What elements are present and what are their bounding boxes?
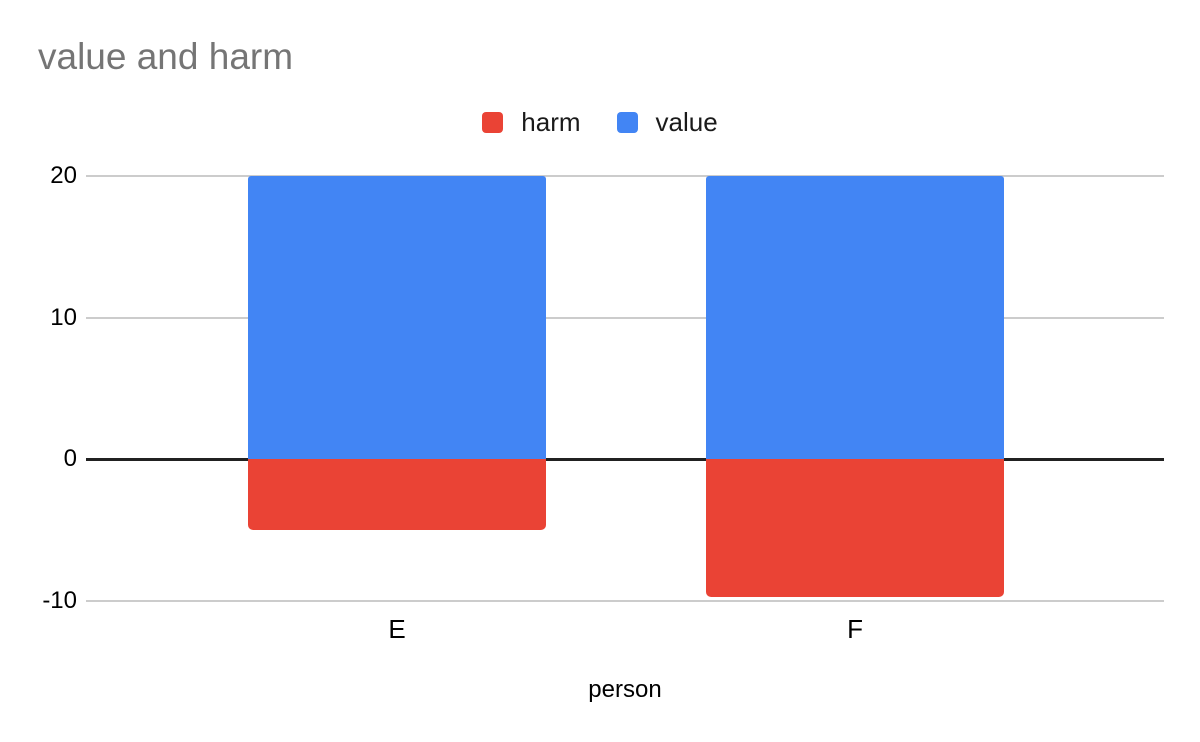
y-tick-label: 0: [63, 445, 77, 473]
x-tick-label: F: [847, 614, 863, 644]
y-tick-label: -10: [42, 587, 77, 614]
x-tick-label: E: [388, 614, 406, 644]
legend-item-value: value: [616, 107, 718, 138]
legend-label: value: [655, 107, 718, 137]
legend-swatch-value-icon: [616, 112, 638, 133]
chart-legend: harm value: [0, 107, 1200, 138]
x-axis-title: person: [588, 676, 662, 703]
chart-title: value and harm: [38, 36, 294, 77]
bar-value-E: [248, 176, 546, 460]
legend-item-harm: harm: [482, 107, 581, 138]
y-tick-label: 10: [50, 303, 77, 331]
legend-swatch-harm-icon: [482, 112, 504, 133]
zero-axis-line: [86, 457, 1164, 461]
bar-value-F: [706, 176, 1005, 460]
legend-label: harm: [521, 107, 581, 137]
y-tick-label: 20: [50, 162, 77, 189]
bar-harm-F: [706, 459, 1005, 598]
bar-harm-E: [248, 459, 546, 531]
gridline: [86, 175, 1164, 177]
gridline: [86, 316, 1164, 319]
gridline: [86, 600, 1164, 602]
